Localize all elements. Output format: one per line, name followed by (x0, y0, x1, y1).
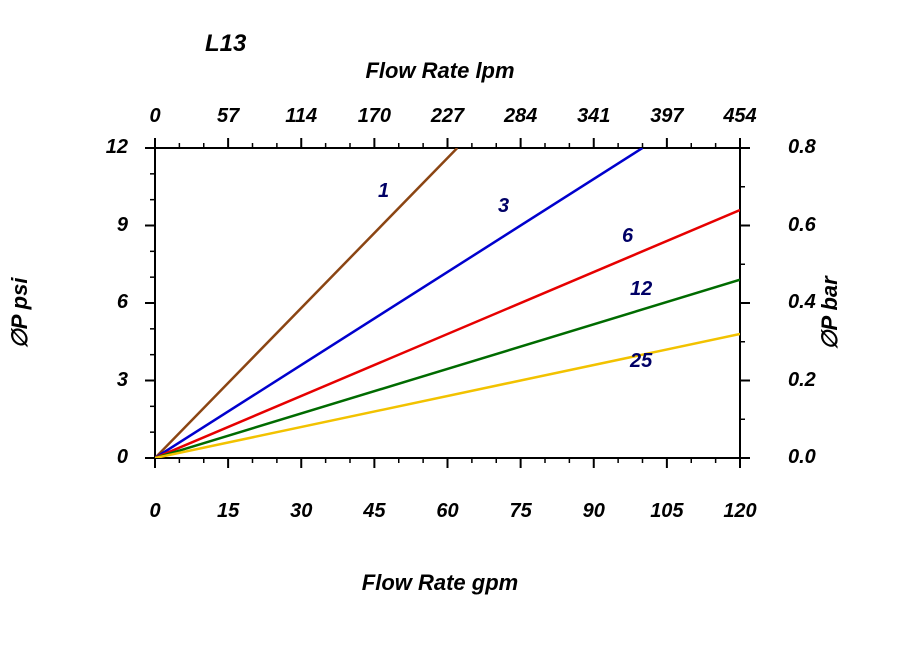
left-axis-label: ∅P psi (7, 213, 33, 413)
chart-title: L13 (205, 30, 246, 58)
top-tick-label: 57 (198, 105, 258, 128)
bottom-tick-label: 105 (637, 500, 697, 523)
bottom-tick-label: 0 (125, 500, 185, 523)
top-tick-label: 0 (125, 105, 185, 128)
right-tick-label: 0.0 (788, 446, 838, 469)
bottom-tick-label: 120 (710, 500, 770, 523)
series-line-25 (155, 334, 740, 458)
top-tick-label: 397 (637, 105, 697, 128)
left-tick-label: 12 (78, 136, 128, 159)
bottom-tick-label: 60 (418, 500, 478, 523)
top-axis-label: Flow Rate lpm (310, 58, 570, 84)
bottom-tick-label: 30 (271, 500, 331, 523)
top-tick-label: 170 (344, 105, 404, 128)
bottom-tick-label: 90 (564, 500, 624, 523)
series-label-1: 1 (378, 180, 389, 203)
series-line-6 (155, 210, 740, 458)
right-tick-label: 0.8 (788, 136, 838, 159)
bottom-tick-label: 45 (344, 500, 404, 523)
left-tick-label: 0 (78, 446, 128, 469)
series-label-6: 6 (622, 225, 633, 248)
bottom-axis-label: Flow Rate gpm (310, 570, 570, 596)
top-tick-label: 454 (710, 105, 770, 128)
bottom-tick-label: 15 (198, 500, 258, 523)
right-axis-label: ∅P bar (817, 213, 843, 413)
series-label-25: 25 (630, 350, 652, 373)
series-label-12: 12 (630, 278, 652, 301)
series-line-3 (155, 148, 643, 458)
chart-svg (0, 0, 907, 660)
chart-container: 0153045607590105120057114170227284341397… (0, 0, 907, 660)
left-tick-label: 3 (78, 369, 128, 392)
top-tick-label: 341 (564, 105, 624, 128)
top-tick-label: 284 (491, 105, 551, 128)
series-label-3: 3 (498, 195, 509, 218)
bottom-tick-label: 75 (491, 500, 551, 523)
left-tick-label: 6 (78, 291, 128, 314)
top-tick-label: 114 (271, 105, 331, 128)
top-tick-label: 227 (418, 105, 478, 128)
left-tick-label: 9 (78, 214, 128, 237)
